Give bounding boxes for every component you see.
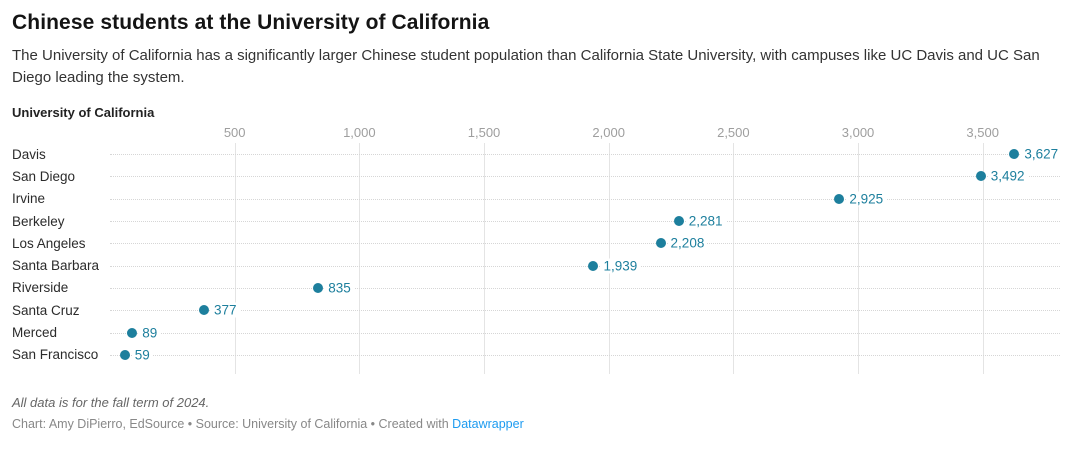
x-axis-tick: 3,500 bbox=[966, 125, 999, 140]
row-plot-area: 3,492 bbox=[110, 165, 1060, 187]
x-axis-tick: 1,500 bbox=[467, 125, 501, 140]
dotted-leader-line bbox=[110, 265, 1060, 267]
chart-row: San Diego 3,492 bbox=[12, 165, 1066, 187]
category-label: San Francisco bbox=[12, 347, 99, 363]
vertical-gridline bbox=[982, 143, 984, 374]
value-label: 3,492 bbox=[987, 168, 1028, 184]
data-point-dot[interactable] bbox=[1009, 149, 1020, 160]
data-point-dot[interactable] bbox=[119, 349, 130, 360]
value-label: 3,627 bbox=[1021, 146, 1062, 162]
category-label: Merced bbox=[12, 325, 58, 341]
byline-text: Chart: Amy DiPierro, EdSource • Source: … bbox=[12, 416, 453, 431]
value-label: 2,281 bbox=[685, 213, 726, 229]
value-label: 2,925 bbox=[846, 191, 887, 207]
chart-headline: Chinese students at the University of Ca… bbox=[12, 11, 490, 34]
datawrapper-link[interactable]: Datawrapper bbox=[452, 416, 524, 431]
value-label: 59 bbox=[131, 347, 153, 363]
row-plot-area: 2,925 bbox=[110, 188, 1060, 210]
data-point-dot[interactable] bbox=[834, 193, 845, 204]
chart-body: Davis 3,627 San Diego 3,492 Irvine 2,925 Berke… bbox=[12, 143, 1066, 374]
chart-row: Santa Barbara 1,939 bbox=[12, 254, 1066, 276]
dotted-leader-line bbox=[110, 221, 1060, 223]
row-plot-area: 835 bbox=[110, 277, 1060, 299]
vertical-gridline bbox=[359, 143, 361, 374]
x-axis-tick: 2,500 bbox=[717, 125, 750, 140]
page: Chinese students at the University of Ca… bbox=[12, 11, 1066, 431]
dotted-leader-line bbox=[110, 154, 1060, 156]
category-label: Irvine bbox=[12, 191, 46, 207]
value-label: 377 bbox=[211, 302, 240, 318]
chart-group-label: University of California bbox=[12, 105, 155, 120]
data-point-dot[interactable] bbox=[127, 327, 138, 338]
row-plot-area: 377 bbox=[110, 299, 1060, 321]
dotted-leader-line bbox=[110, 310, 1060, 312]
category-label: Los Angeles bbox=[12, 235, 86, 251]
x-axis-tick: 2,000 bbox=[592, 125, 625, 140]
chart-row: Berkeley 2,281 bbox=[12, 210, 1066, 232]
rows: Davis 3,627 San Diego 3,492 Irvine 2,925 Berke… bbox=[12, 143, 1066, 366]
value-label: 1,939 bbox=[600, 258, 641, 274]
row-plot-area: 2,281 bbox=[110, 210, 1060, 232]
chart-row: Los Angeles 2,208 bbox=[12, 232, 1066, 254]
row-plot-area: 1,939 bbox=[110, 254, 1060, 276]
x-axis-tick: 3,000 bbox=[841, 125, 875, 140]
dotted-leader-line bbox=[110, 243, 1060, 245]
value-label: 89 bbox=[139, 325, 161, 341]
dot-plot-chart: University of California 500 1,000 1,500 2,… bbox=[12, 105, 1066, 374]
category-label: San Diego bbox=[12, 168, 76, 184]
chart-row: Santa Cruz 377 bbox=[12, 299, 1066, 321]
vertical-gridline bbox=[733, 143, 735, 374]
data-point-dot[interactable] bbox=[588, 260, 599, 271]
category-label: Santa Cruz bbox=[12, 302, 80, 318]
row-plot-area: 2,208 bbox=[110, 232, 1060, 254]
byline: Chart: Amy DiPierro, EdSource • Source: … bbox=[12, 417, 1066, 431]
vertical-gridline bbox=[484, 143, 486, 374]
vertical-gridline bbox=[858, 143, 860, 374]
chart-row: San Francisco 59 bbox=[12, 344, 1066, 366]
data-point-dot[interactable] bbox=[975, 171, 986, 182]
value-label: 835 bbox=[325, 280, 354, 296]
x-axis-tick: 1,000 bbox=[343, 125, 376, 140]
dotted-leader-line bbox=[110, 332, 1060, 334]
chart-description: The University of California has a signi… bbox=[12, 47, 1040, 86]
category-label: Riverside bbox=[12, 280, 69, 296]
x-axis-tick: 500 bbox=[223, 125, 246, 140]
dotted-leader-line bbox=[110, 176, 1060, 178]
row-plot-area: 89 bbox=[110, 321, 1060, 343]
dotted-leader-line bbox=[110, 198, 1060, 200]
dotted-leader-line bbox=[110, 354, 1060, 356]
category-label: Davis bbox=[12, 146, 46, 162]
chart-row: Riverside 835 bbox=[12, 277, 1066, 299]
category-label: Berkeley bbox=[12, 213, 65, 229]
category-label: Santa Barbara bbox=[12, 258, 100, 274]
data-point-dot[interactable] bbox=[313, 282, 324, 293]
row-plot-area: 59 bbox=[110, 344, 1060, 366]
vertical-gridline bbox=[234, 143, 236, 374]
value-label: 2,208 bbox=[667, 235, 708, 251]
data-point-dot[interactable] bbox=[199, 305, 209, 316]
data-point-dot[interactable] bbox=[673, 216, 684, 227]
dotted-leader-line bbox=[110, 287, 1060, 289]
row-plot-area: 3,627 bbox=[110, 143, 1062, 165]
chart-row: Merced 89 bbox=[12, 321, 1066, 343]
footnote: All data is for the fall term of 2024. bbox=[12, 394, 210, 410]
x-axis: 500 1,000 1,500 2,000 2,500 3,000 3,500 bbox=[110, 122, 1060, 143]
chart-row: Davis 3,627 bbox=[12, 143, 1066, 165]
data-point-dot[interactable] bbox=[655, 238, 666, 249]
chart-row: Irvine 2,925 bbox=[12, 188, 1066, 210]
